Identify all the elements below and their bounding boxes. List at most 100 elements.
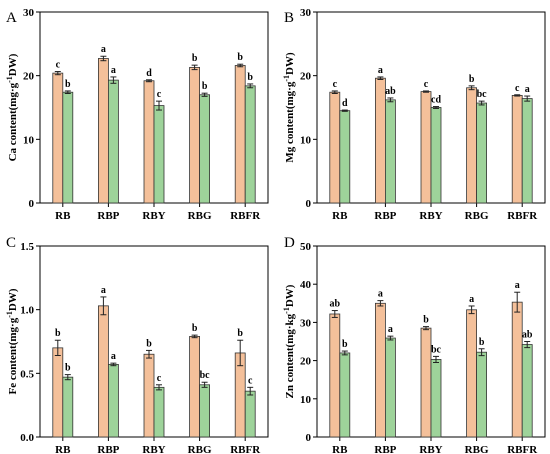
significance-label: a [469, 294, 474, 305]
bar [143, 353, 155, 438]
bar [189, 336, 201, 438]
significance-label: d [146, 68, 152, 79]
bar [52, 347, 64, 438]
bar [384, 99, 396, 204]
significance-label: cd [431, 95, 441, 106]
y-axis-label: Mg content(mg·g-1DW) [282, 52, 296, 163]
significance-label: ab [522, 330, 533, 341]
significance-label: c [333, 79, 338, 90]
significance-label: b [55, 328, 61, 339]
significance-label: bc [477, 89, 488, 100]
bar [199, 94, 211, 204]
x-tick-label: RBY [142, 210, 165, 222]
y-tick-label: 0 [306, 432, 312, 444]
x-tick-label: RBG [188, 444, 212, 454]
bar [511, 95, 523, 204]
y-tick-label: 0 [29, 198, 35, 210]
panel-letter: A [6, 10, 17, 26]
bar [329, 313, 341, 438]
bar [384, 337, 396, 438]
significance-label: b [202, 81, 208, 92]
bar [189, 66, 201, 204]
x-tick-label: RBP [97, 210, 119, 222]
significance-label: a [378, 65, 383, 76]
significance-label: a [388, 324, 393, 335]
y-tick-label: 30 [300, 317, 312, 329]
chart-panel-a: ACa content(mg·g-1DW)0102030RBcbRBPaaRBY… [5, 7, 269, 222]
significance-label: b [146, 338, 152, 349]
significance-label: b [342, 339, 348, 350]
x-tick-label: RBFR [507, 210, 538, 222]
bar [244, 85, 256, 204]
significance-label: b [469, 74, 475, 85]
significance-label: c [56, 60, 61, 71]
significance-label: b [479, 337, 485, 348]
bar [52, 72, 64, 204]
significance-label: a [525, 84, 530, 95]
bar [374, 302, 386, 438]
bar [430, 107, 442, 204]
y-tick-label: 0 [306, 198, 312, 210]
bar [108, 364, 119, 438]
significance-label: a [378, 289, 383, 300]
bar [153, 386, 165, 438]
x-tick-label: RBP [374, 444, 396, 454]
bar [420, 91, 432, 204]
bar [143, 80, 155, 204]
bar [62, 91, 74, 204]
bar [153, 105, 165, 204]
bar [476, 351, 488, 438]
bar [98, 305, 109, 438]
significance-label: a [111, 65, 116, 76]
significance-label: c [248, 375, 253, 386]
bar [339, 352, 351, 438]
significance-label: b [192, 53, 198, 64]
significance-label: b [65, 79, 71, 90]
bar [420, 327, 432, 438]
y-tick-label: 10 [300, 394, 312, 406]
significance-label: bc [200, 370, 211, 381]
bar [244, 390, 256, 438]
significance-label: b [237, 328, 243, 339]
bar [329, 91, 341, 204]
chart-panel-c: C Fe content(mg·g-1DW) 0.0 0.5 1.0 1.5 RB b b RBP… [5, 235, 269, 454]
x-tick-label: RBY [419, 210, 442, 222]
bar [62, 376, 74, 438]
bar [466, 309, 478, 438]
bar [339, 110, 351, 204]
significance-label: b [65, 363, 71, 374]
y-tick-label: 0.0 [20, 432, 34, 444]
significance-label: bc [431, 344, 442, 355]
significance-label: ab [330, 299, 341, 310]
y-tick-label: 10 [23, 134, 35, 146]
y-tick-label: 30 [300, 7, 312, 19]
significance-label: d [342, 98, 348, 109]
bar [521, 344, 533, 438]
x-tick-label: RBY [142, 444, 165, 454]
significance-label: a [515, 280, 520, 291]
x-tick-label: RBG [465, 444, 489, 454]
x-tick-label: RBG [188, 210, 212, 222]
y-tick-label: 10 [300, 134, 312, 146]
panel-letter: C [6, 235, 16, 251]
bar [234, 65, 246, 204]
x-tick-label: RBFR [230, 210, 261, 222]
bar [108, 79, 119, 204]
x-tick-label: RB [332, 210, 348, 222]
y-tick-label: 1.0 [20, 305, 34, 317]
bar [430, 359, 442, 438]
significance-label: a [111, 351, 116, 362]
significance-label: c [157, 373, 162, 384]
significance-label: b [192, 323, 198, 334]
y-tick-label: 30 [23, 7, 35, 19]
y-tick-label: 40 [300, 279, 312, 291]
y-tick-label: 20 [300, 71, 312, 83]
significance-label: a [101, 285, 106, 296]
bar [511, 301, 523, 438]
y-tick-label: 50 [300, 241, 312, 253]
x-tick-label: RBG [465, 210, 489, 222]
y-tick-label: 20 [23, 71, 35, 83]
x-tick-label: RB [55, 210, 71, 222]
y-tick-label: 0.5 [20, 368, 34, 380]
